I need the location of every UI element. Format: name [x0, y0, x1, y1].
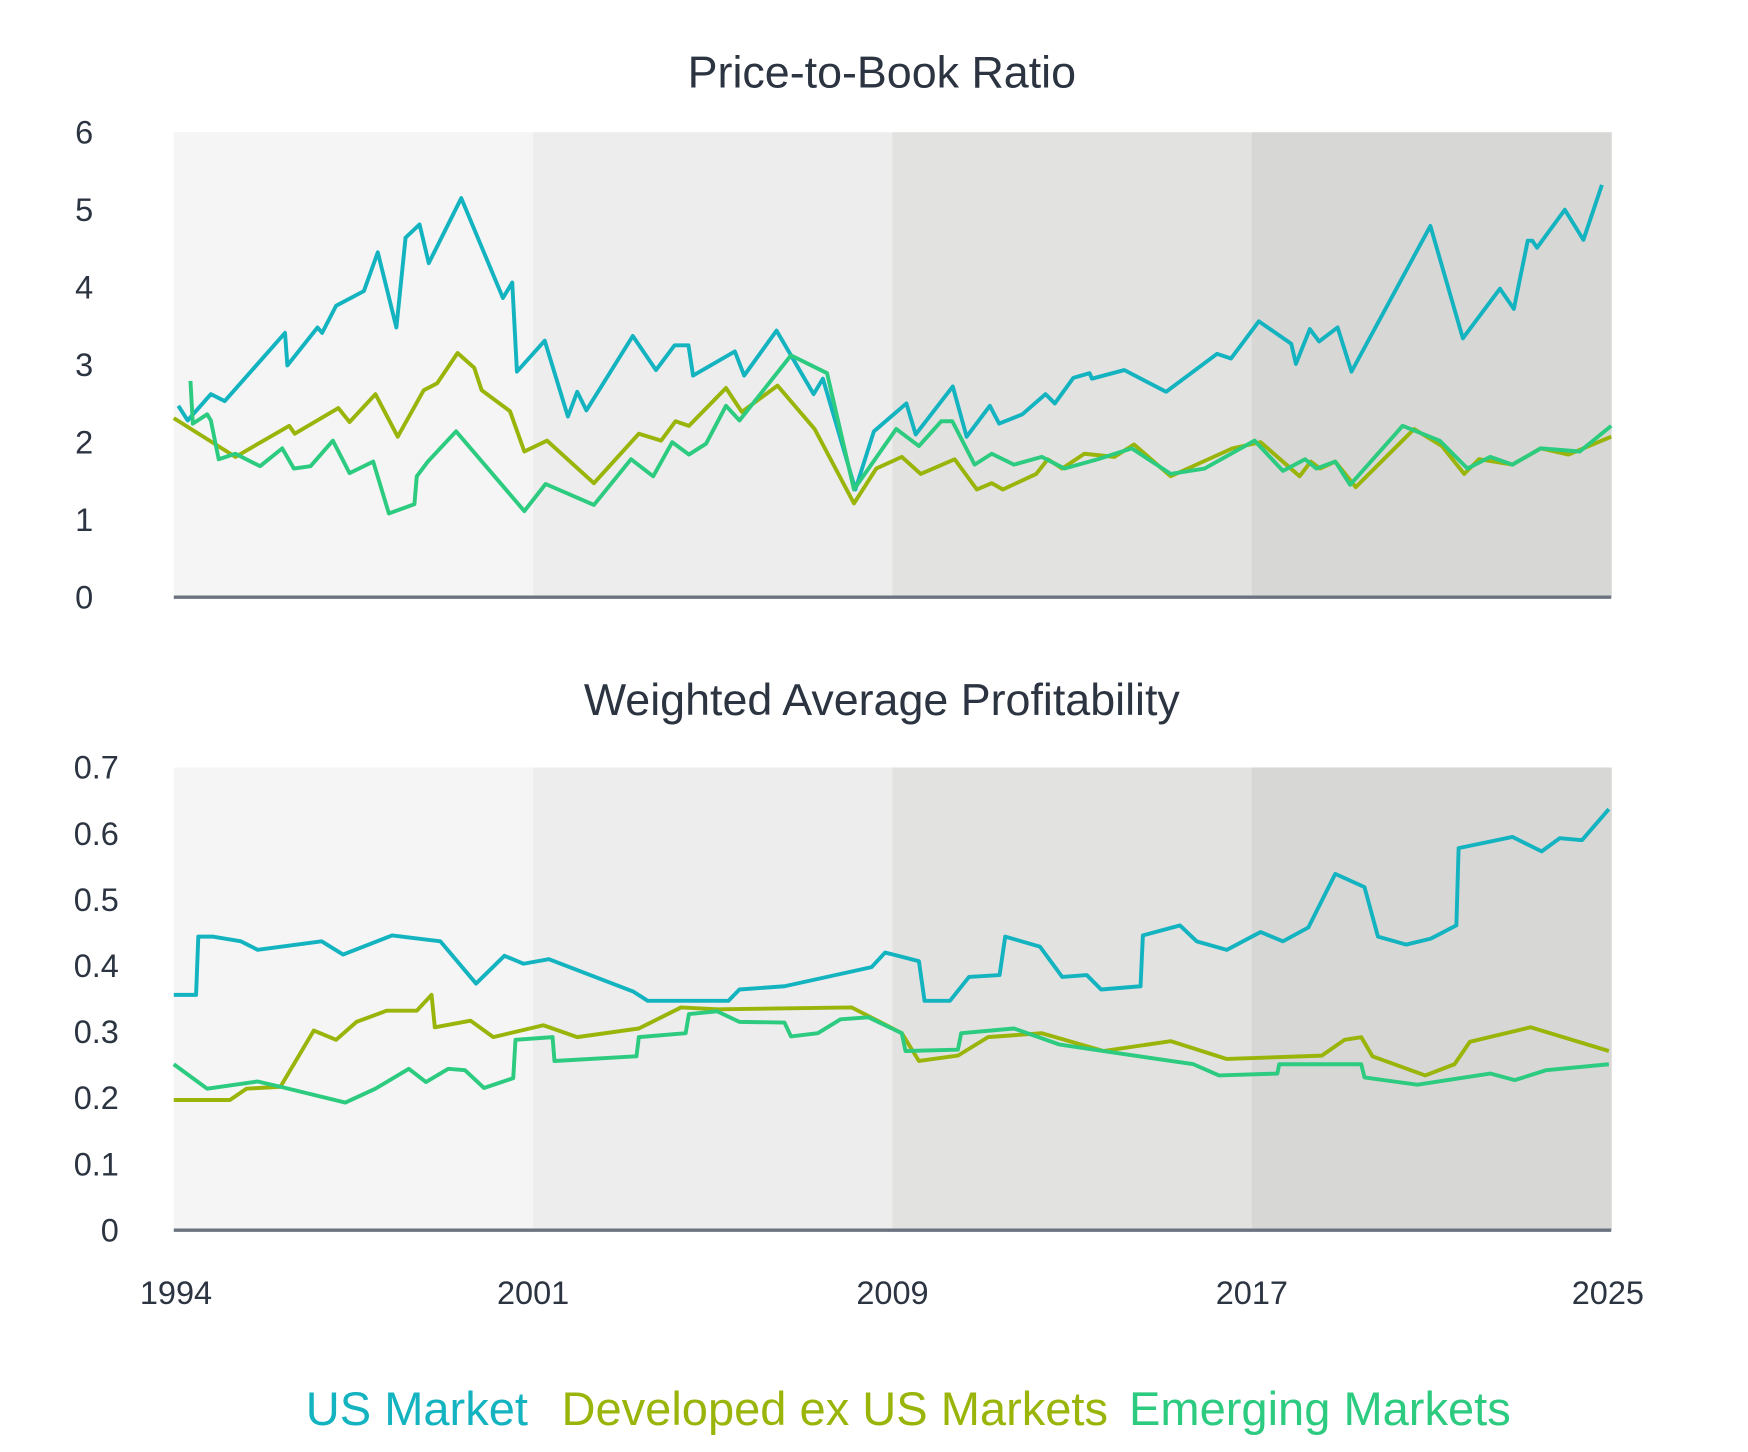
series-line-us [176, 184, 1604, 492]
series-line-em [188, 353, 1613, 516]
x-tick-label: 1994 [140, 1275, 212, 1311]
y-tick-label: 1 [75, 502, 93, 538]
x-axis-labels: 1994 2001 2009 2017 2025 [140, 1275, 1644, 1311]
y-tick-label: 5 [75, 192, 93, 228]
x-tick-label: 2017 [1216, 1275, 1288, 1311]
y-tick-label: 0.2 [74, 1080, 119, 1116]
legend-us-market: US Market [306, 1382, 528, 1435]
y-tick-label: 6 [75, 114, 93, 150]
y-tick-label: 0 [75, 579, 93, 615]
background-band [1251, 132, 1612, 598]
y-tick-label: 0.3 [74, 1014, 119, 1050]
y-tick-label: 0.5 [74, 882, 119, 918]
background-band [173, 767, 534, 1231]
chart-title: Weighted Average Profitability [584, 675, 1181, 725]
background-band [892, 767, 1253, 1231]
legend-emerging-markets: Emerging Markets [1129, 1382, 1511, 1435]
y-tick-label: 0.7 [74, 750, 119, 786]
chart-title: Price-to-Book Ratio [688, 47, 1076, 97]
series-line-em [172, 1009, 1610, 1105]
y-tick-label: 0.6 [74, 816, 119, 852]
background-band [1251, 767, 1612, 1231]
background-band [533, 767, 894, 1231]
legend-developed-ex-us: Developed ex US Markets [562, 1382, 1109, 1435]
background-band [892, 132, 1253, 598]
profitability-panel: Weighted Average Profitability 0 0.1 0.2 0.… [74, 675, 1612, 1248]
y-tick-label: 0.4 [74, 948, 119, 984]
price-to-book-panel: Price-to-Book Ratio 0 1 2 3 4 5 6 [75, 47, 1613, 615]
x-tick-label: 2025 [1572, 1275, 1644, 1311]
x-tick-label: 2001 [497, 1275, 569, 1311]
y-tick-label: 0 [101, 1212, 119, 1248]
background-band [173, 132, 534, 598]
legend: US Market Developed ex US Markets Emergi… [306, 1382, 1511, 1435]
series-line-dev [173, 992, 1610, 1102]
y-tick-label: 4 [75, 269, 93, 305]
y-tick-label: 3 [75, 347, 93, 383]
series-line-us [173, 807, 1611, 1003]
x-tick-label: 2009 [856, 1275, 928, 1311]
y-tick-label: 0.1 [74, 1146, 119, 1182]
y-tick-label: 2 [75, 424, 93, 460]
